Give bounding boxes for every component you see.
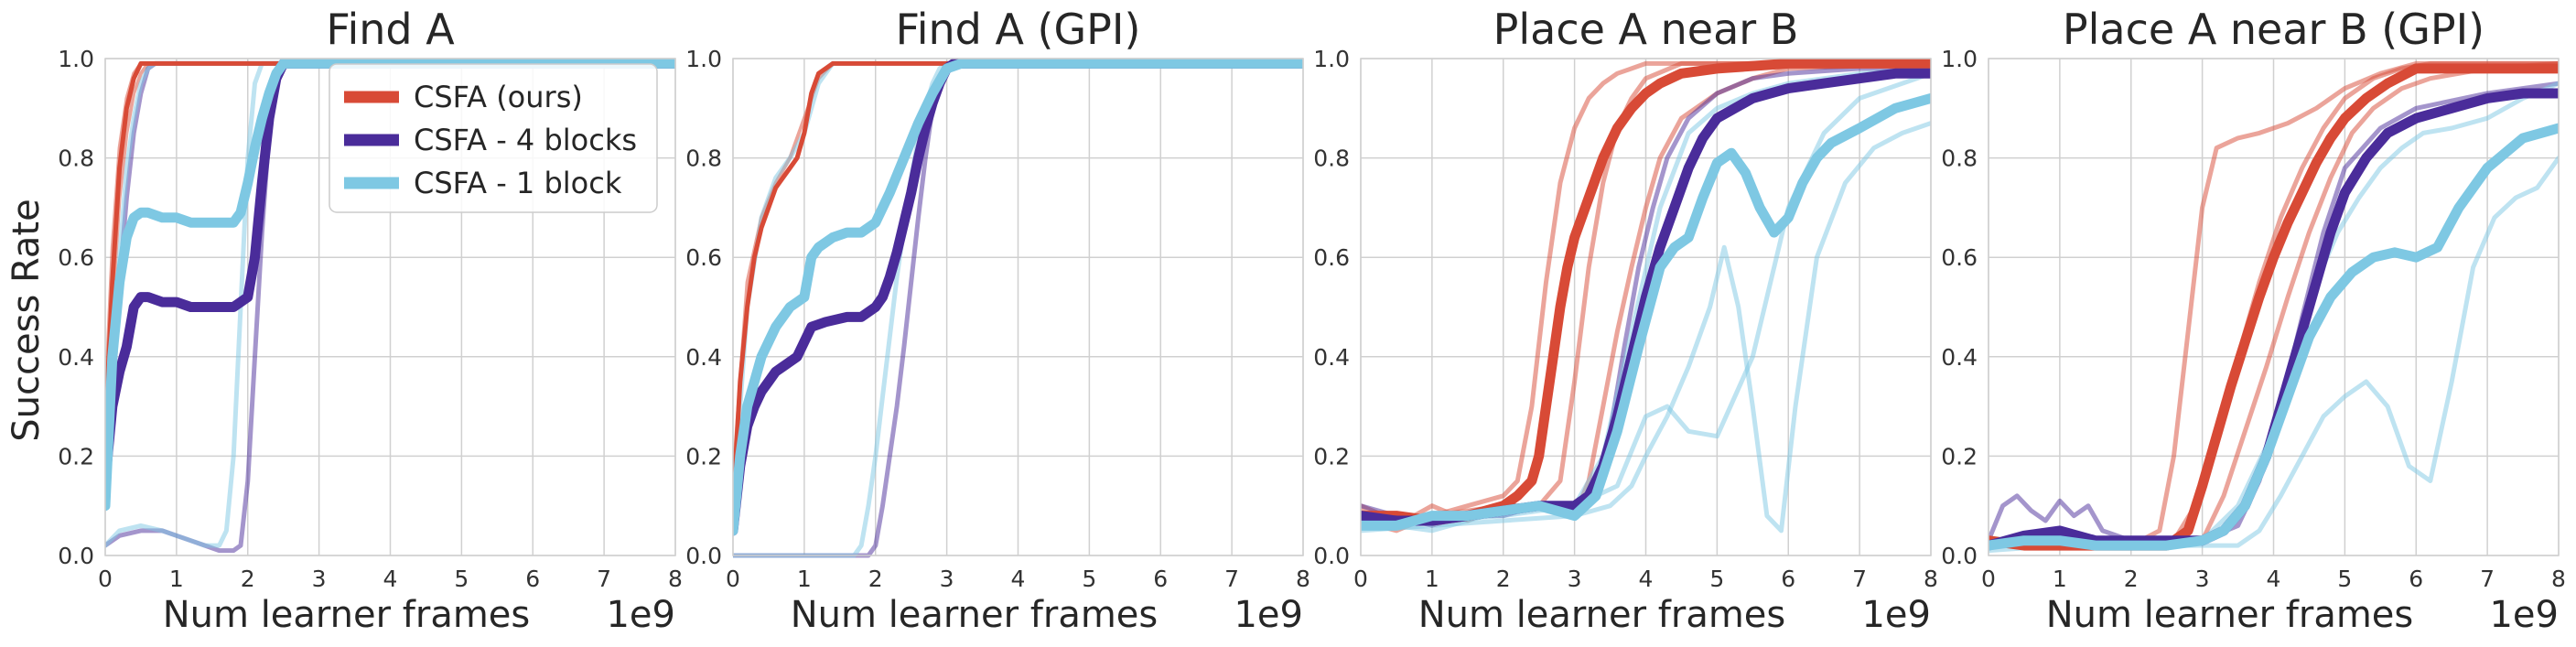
plot-frame bbox=[1988, 58, 2560, 556]
y-tick-label: 0.6 bbox=[685, 244, 722, 271]
y-tick-label: 0.2 bbox=[58, 443, 94, 469]
x-tick-label: 4 bbox=[2267, 566, 2281, 592]
y-tick-label: 1.0 bbox=[685, 46, 722, 72]
y-tick-label: 0.6 bbox=[1313, 244, 1350, 271]
y-tick-label: 0.0 bbox=[1941, 543, 1978, 569]
x-tick-label: 6 bbox=[525, 566, 540, 592]
x-tick-label: 4 bbox=[383, 566, 398, 592]
y-tick-label: 0.4 bbox=[1941, 344, 1978, 371]
x-tick-label: 7 bbox=[2480, 566, 2495, 592]
panel-title: Place A near B (GPI) bbox=[2063, 5, 2484, 54]
plot-frame bbox=[1360, 58, 1932, 556]
y-tick-label: 0.8 bbox=[1313, 146, 1350, 172]
panel-title: Find A (GPI) bbox=[896, 5, 1141, 54]
series-line-csfa-ours-seed bbox=[1361, 60, 1931, 523]
x-tick-label: 2 bbox=[241, 566, 255, 592]
x-tick-label: 0 bbox=[726, 566, 740, 592]
x-tick-label: 4 bbox=[1639, 566, 1654, 592]
series-line-csfa-1-block-seed bbox=[1989, 156, 2559, 554]
series-group bbox=[105, 58, 675, 554]
legend-frame bbox=[329, 63, 658, 213]
x-tick-label: 1 bbox=[169, 566, 184, 592]
series-line-csfa-1-block bbox=[733, 58, 1303, 536]
x-tick-label: 0 bbox=[1353, 566, 1368, 592]
x-tick-label: 6 bbox=[1153, 566, 1168, 592]
x-axis-label: Num learner frames bbox=[1418, 594, 1786, 636]
panel-find-a-gpi: 0 1 2 3 4 5 6 7 8 0.0 0.2 0.4 0.6 0.8 1.0 Find A (GPI) N… bbox=[685, 5, 1310, 636]
y-tick-label: 0.0 bbox=[1313, 543, 1350, 569]
y-tick-label: 1.0 bbox=[1941, 46, 1978, 72]
x-tick-label: 8 bbox=[1296, 566, 1310, 592]
series-group bbox=[1361, 58, 1931, 534]
x-tick-label: 6 bbox=[1781, 566, 1795, 592]
x-axis-offset-label: 1e9 bbox=[606, 594, 675, 636]
x-tick-label: 0 bbox=[1981, 566, 1996, 592]
plot-frame bbox=[732, 58, 1304, 556]
x-tick-label: 6 bbox=[2409, 566, 2423, 592]
x-tick-label: 8 bbox=[668, 566, 683, 592]
series-line-csfa-1-block bbox=[1989, 123, 2559, 551]
x-tick-label: 2 bbox=[2124, 566, 2139, 592]
legend-label: CSFA (ours) bbox=[414, 80, 583, 114]
series-line-csfa-1-block bbox=[1361, 92, 1931, 531]
y-tick-label: 0.6 bbox=[1941, 244, 1978, 271]
x-tick-label: 3 bbox=[312, 566, 327, 592]
x-tick-label: 5 bbox=[454, 566, 469, 592]
y-tick-label: 0.2 bbox=[685, 443, 722, 469]
series-group bbox=[1989, 60, 2559, 554]
y-tick-label: 0.2 bbox=[1313, 443, 1350, 469]
x-tick-label: 0 bbox=[98, 566, 113, 592]
panel-title: Place A near B bbox=[1493, 5, 1799, 54]
y-tick-label: 0.6 bbox=[58, 244, 94, 271]
series-line-csfa-ours bbox=[105, 60, 675, 434]
y-tick-label: 0.2 bbox=[1941, 443, 1978, 469]
x-tick-label: 8 bbox=[2551, 566, 2566, 592]
x-tick-label: 7 bbox=[597, 566, 611, 592]
x-tick-label: 3 bbox=[940, 566, 954, 592]
y-tick-label: 0.4 bbox=[58, 344, 94, 371]
x-tick-label: 8 bbox=[1924, 566, 1938, 592]
y-tick-label: 0.4 bbox=[685, 344, 722, 371]
x-axis-offset-label: 1e9 bbox=[2489, 594, 2559, 636]
x-tick-label: 3 bbox=[2195, 566, 2210, 592]
panel-place-a-near-b-gpi: 0 1 2 3 4 5 6 7 8 0.0 0.2 0.4 0.6 0.8 1.0 Place A near … bbox=[1941, 5, 2566, 636]
legend-label: CSFA - 4 blocks bbox=[414, 123, 637, 157]
x-axis-label: Num learner frames bbox=[791, 594, 1159, 636]
x-axis-offset-label: 1e9 bbox=[1861, 594, 1931, 636]
x-tick-label: 2 bbox=[868, 566, 883, 592]
x-tick-label: 4 bbox=[1011, 566, 1026, 592]
legend-label: CSFA - 1 block bbox=[414, 166, 622, 200]
y-tick-label: 0.0 bbox=[685, 543, 722, 569]
x-tick-label: 5 bbox=[1709, 566, 1724, 592]
y-axis-label: Success Rate bbox=[5, 199, 48, 441]
x-tick-label: 1 bbox=[1425, 566, 1439, 592]
x-axis-offset-label: 1e9 bbox=[1234, 594, 1303, 636]
x-tick-label: 7 bbox=[1224, 566, 1239, 592]
panel-title: Find A bbox=[326, 5, 455, 54]
plot-frame bbox=[104, 58, 676, 556]
x-tick-label: 1 bbox=[2053, 566, 2067, 592]
y-tick-label: 0.0 bbox=[58, 543, 94, 569]
y-tick-label: 1.0 bbox=[1313, 46, 1350, 72]
x-tick-label: 1 bbox=[797, 566, 812, 592]
x-tick-label: 3 bbox=[1568, 566, 1582, 592]
series-line-csfa-ours bbox=[733, 60, 1303, 509]
y-tick-label: 0.8 bbox=[58, 146, 94, 172]
x-tick-label: 2 bbox=[1496, 566, 1511, 592]
y-tick-label: 0.8 bbox=[1941, 146, 1978, 172]
x-tick-label: 7 bbox=[1852, 566, 1867, 592]
x-axis-label: Num learner frames bbox=[2046, 594, 2414, 636]
x-axis-label: Num learner frames bbox=[163, 594, 531, 636]
y-tick-label: 0.4 bbox=[1313, 344, 1350, 371]
y-tick-label: 1.0 bbox=[58, 46, 94, 72]
series-line-csfa-1-block-seed bbox=[1361, 121, 1931, 534]
legend: CSFA (ours) CSFA - 4 blocks CSFA - 1 block bbox=[329, 63, 658, 213]
x-tick-label: 5 bbox=[2337, 566, 2352, 592]
panel-place-a-near-b: 0 1 2 3 4 5 6 7 8 0.0 0.2 0.4 0.6 0.8 1.0 Place A near … bbox=[1313, 5, 1938, 636]
series-line-csfa-1-block bbox=[105, 58, 675, 512]
series-line-csfa-4-blocks bbox=[733, 58, 1303, 536]
y-tick-label: 0.8 bbox=[685, 146, 722, 172]
x-tick-label: 5 bbox=[1082, 566, 1096, 592]
